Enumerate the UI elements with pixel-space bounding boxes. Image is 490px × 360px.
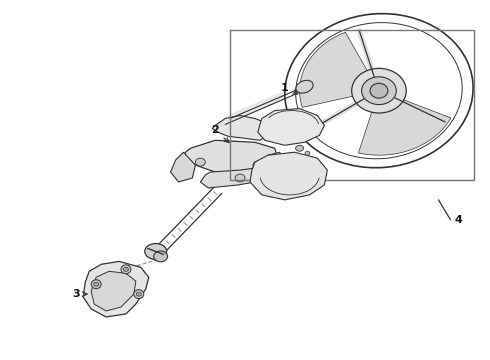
Ellipse shape	[123, 267, 128, 271]
Ellipse shape	[145, 243, 167, 260]
Ellipse shape	[296, 80, 313, 93]
Ellipse shape	[91, 280, 101, 289]
Ellipse shape	[285, 14, 473, 168]
Ellipse shape	[121, 265, 131, 274]
Polygon shape	[200, 165, 272, 188]
Bar	[230, 30, 473, 180]
Ellipse shape	[253, 161, 263, 169]
Ellipse shape	[196, 158, 205, 166]
Text: 4: 4	[454, 215, 462, 225]
Ellipse shape	[136, 292, 141, 296]
Ellipse shape	[370, 83, 388, 98]
Ellipse shape	[362, 77, 396, 105]
Polygon shape	[91, 271, 136, 311]
Ellipse shape	[235, 174, 245, 182]
Polygon shape	[212, 116, 270, 140]
Ellipse shape	[295, 145, 303, 151]
Polygon shape	[250, 152, 327, 200]
Polygon shape	[299, 32, 371, 107]
Ellipse shape	[305, 151, 310, 155]
Text: 2: 2	[211, 125, 229, 143]
Text: 1: 1	[281, 83, 298, 94]
Ellipse shape	[94, 282, 98, 286]
Ellipse shape	[352, 68, 406, 113]
Text: 3: 3	[73, 289, 87, 299]
Polygon shape	[83, 261, 149, 317]
Polygon shape	[268, 152, 285, 172]
Ellipse shape	[134, 290, 144, 298]
Polygon shape	[171, 152, 196, 182]
Ellipse shape	[154, 251, 168, 262]
Polygon shape	[358, 96, 451, 155]
Polygon shape	[258, 109, 324, 145]
Polygon shape	[183, 140, 278, 178]
